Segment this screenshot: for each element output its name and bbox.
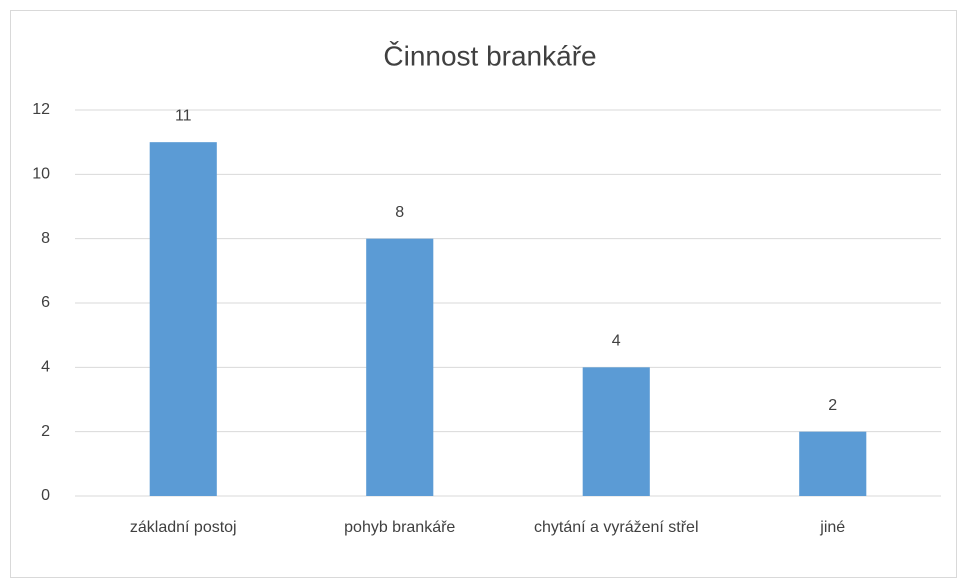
y-tick-label: 2	[41, 423, 50, 440]
y-tick-label: 6	[41, 294, 50, 311]
bar	[366, 238, 434, 496]
bar	[582, 367, 650, 496]
data-label: 2	[828, 397, 837, 414]
data-label: 8	[395, 204, 404, 221]
x-tick-label: chytání a vyrážení střel	[533, 519, 699, 536]
data-label: 4	[612, 333, 621, 350]
chart-title: Činnost brankáře	[383, 40, 596, 71]
y-tick-label: 8	[41, 230, 50, 247]
data-label: 11	[175, 107, 192, 124]
y-tick-label: 10	[32, 166, 50, 183]
x-tick-label: základní postoj	[129, 519, 237, 536]
x-tick-label: jiné	[820, 519, 846, 536]
y-tick-label: 4	[41, 359, 50, 376]
y-tick-label: 12	[32, 101, 50, 118]
bar	[149, 142, 217, 496]
y-tick-label: 0	[41, 487, 50, 504]
bar	[799, 431, 867, 496]
x-tick-label: pohyb brankáře	[344, 519, 456, 536]
